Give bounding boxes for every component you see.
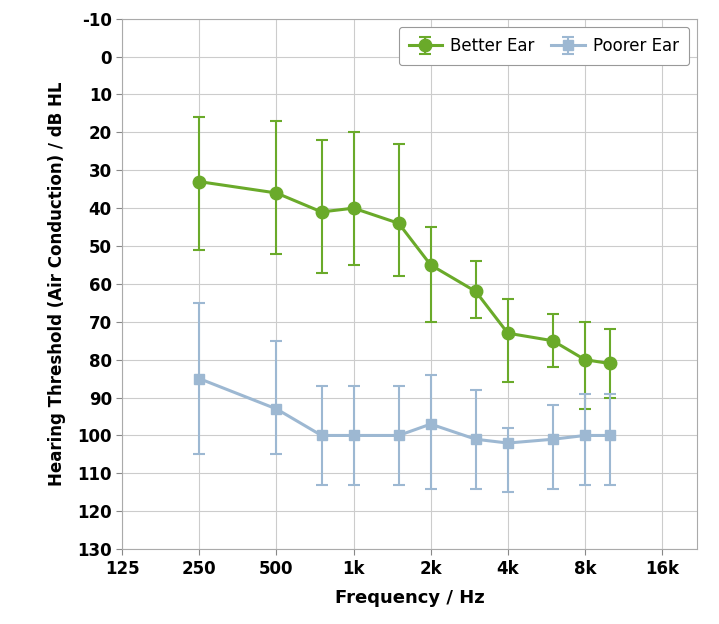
Y-axis label: Hearing Threshold (Air Conduction) / dB HL: Hearing Threshold (Air Conduction) / dB … (48, 82, 66, 486)
X-axis label: Frequency / Hz: Frequency / Hz (335, 588, 485, 607)
Legend: Better Ear, Poorer Ear: Better Ear, Poorer Ear (399, 27, 689, 65)
